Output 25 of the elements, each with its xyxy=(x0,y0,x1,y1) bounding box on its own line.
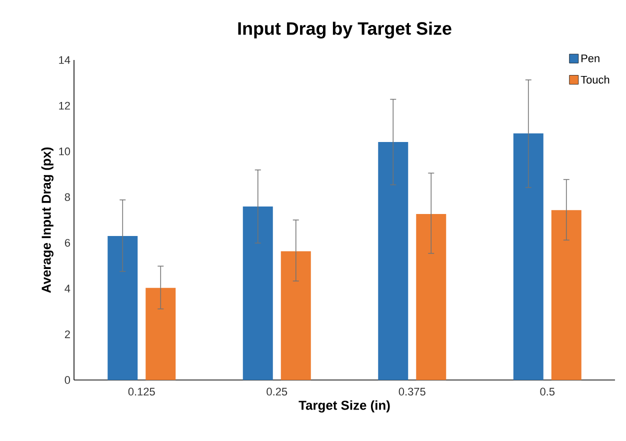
y-tick-label: 10 xyxy=(59,148,70,156)
x-tick-label: 0.5 xyxy=(540,388,555,396)
y-tick-label: 4 xyxy=(64,284,70,292)
y-tick-label: 8 xyxy=(64,193,70,202)
x-axis-title: Target Size (in) xyxy=(298,400,390,412)
bar xyxy=(378,142,408,380)
bar xyxy=(146,288,176,380)
x-tick-label: 0.25 xyxy=(266,388,288,396)
bar xyxy=(513,133,544,380)
y-axis-title: Average Input Drag (px) xyxy=(41,147,54,293)
y-tick-label: 14 xyxy=(59,56,70,64)
x-tick-label: 0.125 xyxy=(128,388,155,396)
x-tick-label: 0.375 xyxy=(398,388,426,396)
bar xyxy=(416,214,446,380)
bar xyxy=(551,210,582,380)
y-tick-label: 6 xyxy=(64,238,70,247)
legend-label: Pen xyxy=(581,54,600,62)
bar xyxy=(108,236,138,380)
legend-label: Touch xyxy=(580,76,610,84)
y-tick-label: 12 xyxy=(59,102,70,110)
chart-title: Input Drag by Target Size xyxy=(238,22,452,38)
bar xyxy=(280,251,311,380)
y-tick-label: 2 xyxy=(64,330,70,338)
y-tick-label: 0 xyxy=(64,376,70,384)
bar xyxy=(242,206,273,380)
